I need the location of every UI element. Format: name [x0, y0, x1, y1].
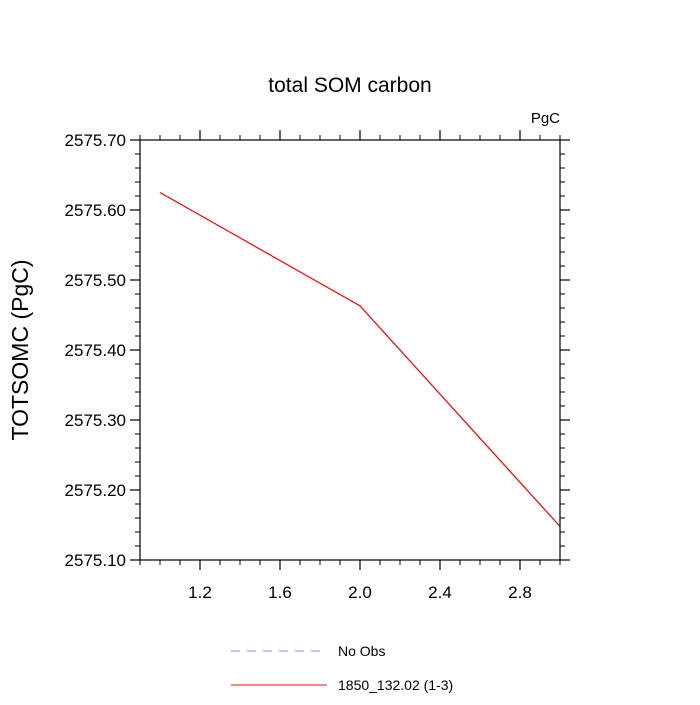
y-tick-label: 2575.10: [65, 551, 126, 570]
series-line-1: [159, 191, 561, 527]
x-tick-label: 2.8: [508, 583, 532, 602]
y-tick-label: 2575.50: [65, 271, 126, 290]
plot-frame: [139, 139, 561, 561]
legend: No Obs 1850_132.02 (1-3): [231, 643, 453, 693]
series-layer: [159, 191, 561, 527]
chart-title: total SOM carbon: [268, 74, 431, 97]
y-tick-label: 2575.40: [65, 341, 126, 360]
y-axis-title: TOTSOMC (PgC): [7, 259, 33, 440]
y-tick-label: 2575.70: [65, 131, 126, 150]
units-label: PgC: [531, 110, 560, 127]
axis-ticks: 1.2 1.6 2.0 2.4 2.8 2575.10 2575.20 2575.30 2575…: [65, 130, 570, 602]
legend-label: 1850_132.02 (1-3): [338, 677, 453, 693]
x-tick-label: 1.6: [268, 583, 292, 602]
x-tick-label: 2.0: [348, 583, 372, 602]
legend-label: No Obs: [338, 643, 385, 659]
x-tick-label: 2.4: [428, 583, 452, 602]
y-tick-label: 2575.60: [65, 201, 126, 220]
y-tick-label: 2575.30: [65, 411, 126, 430]
x-tick-label: 1.2: [188, 583, 212, 602]
y-tick-label: 2575.20: [65, 481, 126, 500]
